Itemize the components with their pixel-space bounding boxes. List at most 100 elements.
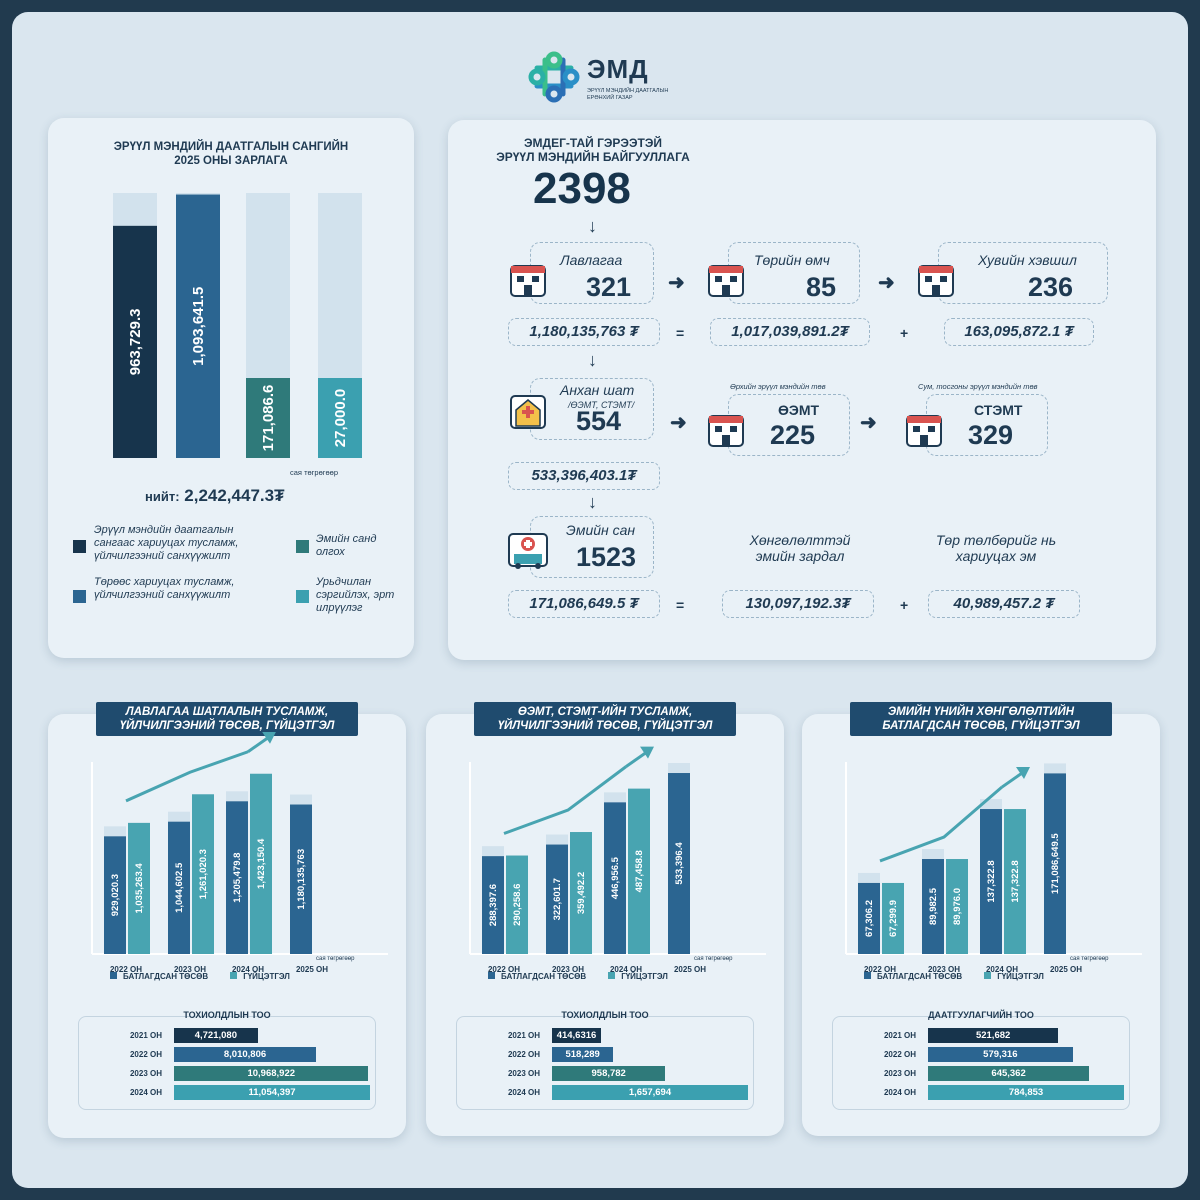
performance-label: 359,492.2 bbox=[576, 872, 587, 914]
panel-title-line2: ҮЙЛЧИЛГЭЭНИЙ ТӨСӨВ, ГҮЙЦЭТГЭЛ bbox=[497, 720, 713, 732]
approved-budget-label: 929,020.3 bbox=[110, 874, 121, 916]
approved-budget-bar bbox=[858, 882, 880, 954]
expense-bar-label: 1,093,641.5 bbox=[190, 287, 207, 366]
expenses-bar-chart: 963,729.3 1,093,641.5 171,086.6 27,000.0 bbox=[113, 193, 362, 459]
approved-budget-label: 446,956.5 bbox=[610, 856, 621, 899]
approved-budget-label: 171,086,649.5 bbox=[1050, 833, 1061, 894]
approved-budget-bar bbox=[482, 856, 504, 954]
legend-label-1: Эрүүл мэндийн даатгалын сангаас хариуцах… bbox=[94, 524, 239, 562]
organizations-card: ЭМДЕГ-ТАЙ ГЭРЭЭТЭЙ ЭРҮҮЛ МЭНДИЙН БАЙГУУЛ… bbox=[448, 120, 1156, 660]
cases-bar: 579,316 bbox=[928, 1047, 1073, 1062]
approved-budget-bar bbox=[980, 809, 1002, 954]
org-title: ЭМДЕГ-ТАЙ ГЭРЭЭТЭЙ ЭРҮҮЛ МЭНДИЙН БАЙГУУЛ… bbox=[468, 136, 718, 164]
right-arrow-icon: ➜ bbox=[668, 272, 685, 294]
discount-label-line2: эмийн зардал bbox=[755, 548, 845, 564]
right-arrow-icon: ➜ bbox=[860, 412, 877, 434]
year-label: 2024 ОН bbox=[986, 965, 1018, 974]
org-total: 2398 bbox=[533, 164, 631, 213]
panel-title-line2: ҮЙЛЧИЛГЭЭНИЙ ТӨСӨВ, ГҮЙЦЭТГЭЛ bbox=[119, 720, 335, 732]
approved-budget-label: 533,396.4 bbox=[674, 842, 685, 885]
performance-label: 290,258.6 bbox=[512, 884, 523, 926]
shc-name: СТЭМТ bbox=[974, 402, 1023, 418]
cases-bar: 414,6316 bbox=[552, 1028, 602, 1043]
hospital-icon bbox=[706, 410, 746, 455]
logo-title: ЭМД bbox=[587, 54, 649, 84]
budget-bar-chart: 288,397.6 290,258.6 2022 ОН 322,601.7 359,49… bbox=[469, 746, 766, 974]
pharmacy-name: Эмийн сан bbox=[566, 522, 636, 538]
private-amount: 163,095,872.1 ₮ bbox=[944, 318, 1094, 346]
legend-swatch-performance bbox=[608, 972, 616, 979]
cases-bar: 10,968,922 bbox=[174, 1066, 369, 1081]
performance-bar bbox=[570, 832, 592, 954]
legend-swatch-navy bbox=[73, 540, 86, 553]
referral-name: Лавлагаа bbox=[560, 252, 623, 268]
expense-bar bbox=[176, 194, 220, 459]
expenses-card: ЭРҮҮЛ МЭНДИЙН ДААТГАЛЫН САНГИЙН 2025 ОНЫ… bbox=[48, 118, 414, 658]
approved-budget-bar bbox=[668, 773, 690, 954]
state-owned-value: 85 bbox=[806, 272, 837, 302]
discount-label: Хөнгөлөлттэй эмийн зардал bbox=[740, 532, 860, 564]
right-arrow-icon: ➜ bbox=[670, 412, 687, 434]
expenses-title-line1: ЭРҮҮЛ МЭНДИЙН ДААТГАЛЫН САНГИЙН bbox=[113, 141, 349, 153]
approved-budget-label: 1,205,479.8 bbox=[232, 853, 243, 903]
primary-name: Анхан шат bbox=[560, 382, 635, 398]
legend-swatch-approved bbox=[488, 972, 495, 979]
cases-bar: 521,682 bbox=[928, 1028, 1059, 1043]
year-label: 2025 ОН bbox=[296, 965, 328, 974]
hospital-icon bbox=[904, 410, 944, 455]
cases-year: 2022 ОН bbox=[507, 1050, 540, 1059]
cases-bar: 645,362 bbox=[928, 1066, 1090, 1081]
discount-amount: 130,097,192.3₮ bbox=[722, 590, 874, 618]
plus-sign: + bbox=[900, 325, 909, 341]
budget-panel: ЛАВЛАГАА ШАТЛАЛЫН ТУСЛАМЖ, ҮЙЛЧИЛГЭЭНИЙ Т… bbox=[48, 702, 406, 1142]
down-arrow-icon: ↓ bbox=[588, 350, 597, 370]
referral-amount: 1,180,135,763 ₮ bbox=[508, 318, 660, 346]
plus-sign: + bbox=[900, 597, 909, 613]
expenses-total-label: нийт: bbox=[145, 489, 180, 504]
year-label: 2022 ОН bbox=[488, 965, 520, 974]
cases-year: 2021 ОН bbox=[883, 1031, 916, 1040]
cases-bar: 8,010,806 bbox=[174, 1047, 317, 1062]
legend-swatch-approved bbox=[110, 972, 117, 979]
cases-year: 2021 ОН bbox=[129, 1031, 162, 1040]
legend-swatch-approved bbox=[864, 972, 871, 979]
approved-budget-bar bbox=[290, 804, 312, 954]
expenses-title-line2: 2025 ОНЫ ЗАРЛАГА bbox=[174, 155, 288, 167]
trend-line-tail bbox=[247, 736, 269, 753]
legend-approved-label: БАТЛАГДСАН ТӨСӨВ bbox=[877, 972, 963, 981]
approved-budget-bar bbox=[104, 836, 126, 954]
cases-box bbox=[78, 1016, 376, 1110]
approved-budget-label: 1,044,602.5 bbox=[174, 862, 185, 913]
primary-amount: 533,396,403.1₮ bbox=[508, 462, 660, 490]
approved-budget-label: 137,322.8 bbox=[986, 860, 997, 902]
budget-bar-chart: 929,020.3 1,035,263.4 2022 ОН 1,044,602.5 1,… bbox=[91, 732, 388, 974]
org-title-line1: ЭМДЕГ-ТАЙ ГЭРЭЭТЭЙ bbox=[524, 136, 662, 150]
expense-bar-label: 171,086.6 bbox=[260, 385, 277, 452]
knot-logo-icon bbox=[528, 51, 580, 103]
cases-bar: 784,853 bbox=[928, 1085, 1124, 1100]
equals-sign: = bbox=[676, 325, 685, 341]
shc-caption: Сум, тосгоны эрүүл мэндийн төв bbox=[918, 382, 1038, 391]
cases-bar: 518,289 bbox=[552, 1047, 614, 1062]
performance-label: 89,976.0 bbox=[952, 888, 963, 925]
state-meds-amount: 40,989,457.2 ₮ bbox=[928, 590, 1080, 618]
year-label: 2024 ОН bbox=[232, 965, 264, 974]
panel-legend: БАТЛАГДСАН ТӨСӨВ ГҮЙЦЭТГЭЛ bbox=[110, 972, 290, 981]
approved-budget-label: 322,601.7 bbox=[552, 878, 563, 920]
expenses-title: ЭРҮҮЛ МЭНДИЙН ДААТГАЛЫН САНГИЙН 2025 ОНЫ… bbox=[68, 140, 394, 168]
approved-budget-label: 89,982.5 bbox=[928, 887, 939, 925]
legend-swatch-aqua bbox=[296, 590, 309, 603]
legend-swatch-teal bbox=[296, 540, 309, 553]
unit-label: сая төгрөгөөр bbox=[694, 956, 733, 962]
pharmacy-value: 1523 bbox=[576, 542, 637, 572]
panel-title-line1: ӨЭМТ, СТЭМТ-ИЙН ТУСЛАМЖ, bbox=[517, 706, 693, 718]
cases-bar: 4,721,080 bbox=[174, 1028, 258, 1043]
right-arrow-icon: ➜ bbox=[878, 272, 895, 294]
trend-line bbox=[879, 785, 1003, 863]
cases-year: 2022 ОН bbox=[883, 1050, 916, 1059]
unit-label: сая төгрөгөөр bbox=[316, 956, 355, 962]
trend-arrow-icon bbox=[262, 732, 276, 744]
shc-value: 329 bbox=[968, 420, 1014, 450]
state-meds-label-line2: хариуцах эм bbox=[955, 548, 1037, 564]
performance-label: 1,423,150.4 bbox=[256, 838, 267, 889]
